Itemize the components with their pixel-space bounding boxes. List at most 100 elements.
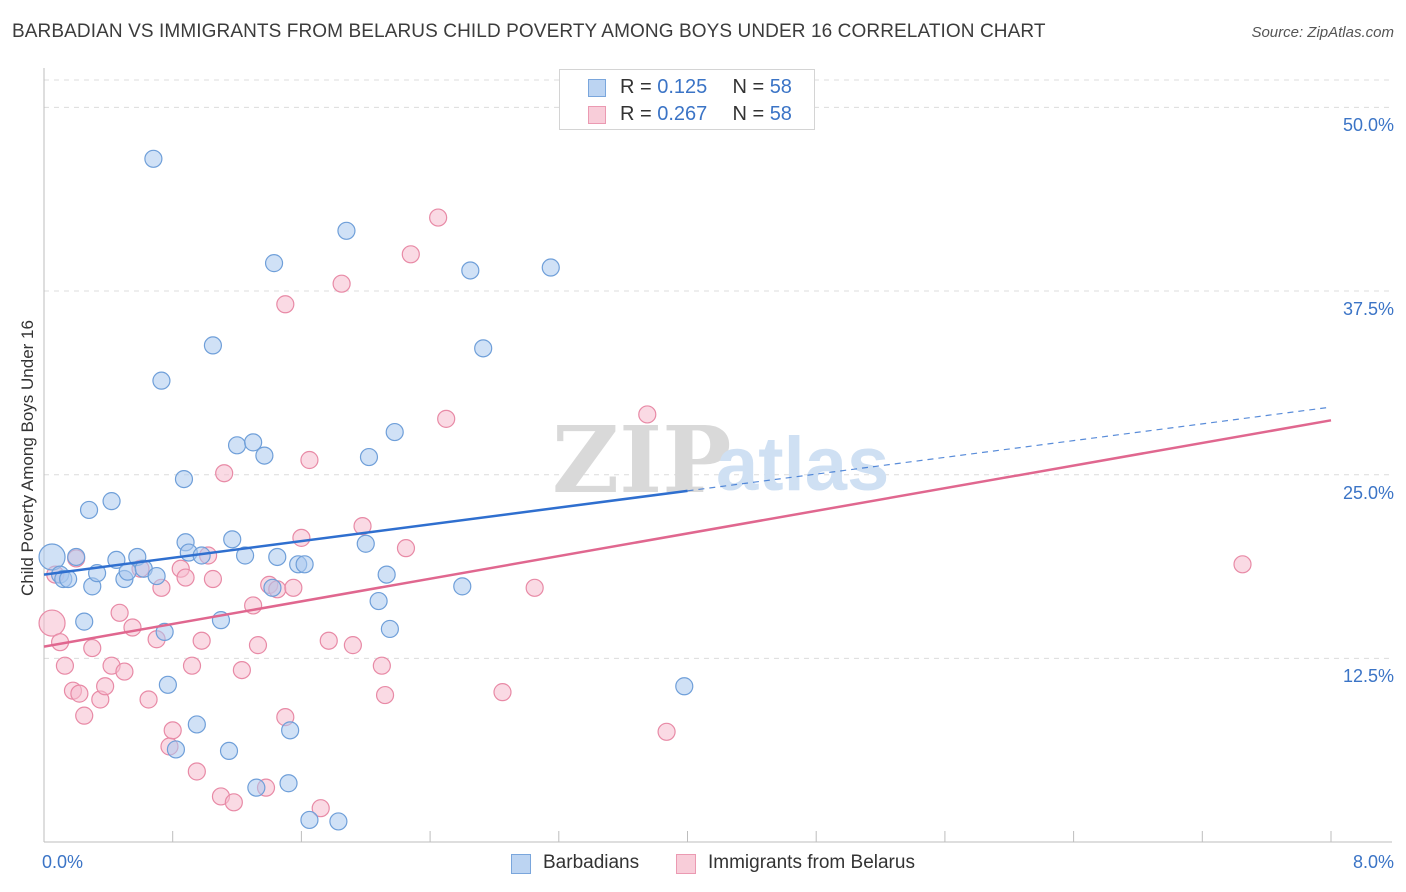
legend-label: Immigrants from Belarus: [708, 852, 915, 873]
y-tick-label: 25.0%: [1342, 482, 1394, 503]
legend-swatch-blue: [511, 854, 531, 874]
barbadian-point: [144, 149, 163, 168]
belarus-point: [276, 295, 295, 314]
belarus-point: [75, 706, 94, 725]
chart-title: BARBADIAN VS IMMIGRANTS FROM BELARUS CHI…: [12, 21, 1046, 42]
barbadian-point: [359, 447, 379, 467]
barbadian-point: [155, 622, 174, 642]
barbadian-point: [329, 812, 348, 831]
y-tick-label: 37.5%: [1342, 299, 1394, 320]
trend-lines: [43, 406, 1332, 648]
legend-swatch-blue: [588, 79, 606, 97]
belarus-point: [429, 208, 448, 227]
barbadian-point: [174, 470, 194, 489]
belarus-point: [224, 793, 243, 812]
legend-r-label: R =: [620, 76, 652, 98]
belarus-point: [232, 660, 251, 680]
barbadian-point: [255, 446, 274, 465]
belarus-point: [215, 464, 234, 483]
belarus-point: [83, 638, 102, 658]
x-tick-min: 0.0%: [42, 852, 84, 872]
belarus-point: [110, 603, 129, 622]
barbadian-point: [235, 546, 255, 565]
barbadian-point: [461, 261, 480, 280]
barbadian-point: [263, 578, 282, 597]
barbadian-point: [147, 566, 166, 586]
belarus-point: [638, 405, 657, 424]
source-credit: Source: ZipAtlas.com: [1251, 24, 1394, 41]
legend-r-value: 0.267: [657, 103, 708, 125]
barbadian-point: [295, 555, 314, 574]
trend-line-belarus: [43, 419, 1332, 648]
barbadian-point: [247, 778, 266, 797]
belarus-point: [248, 636, 268, 655]
barbadian-point: [264, 254, 284, 273]
barbadian-point: [223, 530, 242, 549]
belarus-point: [372, 656, 391, 675]
belarus-point: [139, 690, 158, 709]
y-tick-label: 12.5%: [1342, 666, 1394, 687]
belarus-point: [292, 528, 311, 547]
barbadian-point: [369, 591, 388, 611]
barbadian-point: [337, 221, 356, 240]
correlation-legend: R = 0.125 N = 58 R = 0.267 N = 58: [559, 69, 815, 130]
barbadian-point: [268, 547, 287, 567]
barbadian-point: [38, 543, 66, 571]
barbadian-point: [203, 336, 223, 355]
barbadian-point: [474, 339, 493, 358]
barbadian-point: [281, 721, 300, 740]
belarus-point: [115, 662, 134, 681]
belarus-point: [192, 631, 211, 650]
belarus-point: [353, 517, 372, 536]
barbadian-point: [67, 547, 86, 567]
belarus-point: [343, 636, 362, 655]
barbadian-point: [187, 715, 206, 734]
barbadian-point: [380, 619, 399, 639]
belarus-point: [163, 721, 182, 740]
belarus-point: [1233, 555, 1252, 574]
watermark-atlas: atlas: [716, 422, 889, 507]
belarus-point: [396, 539, 416, 558]
axes: [43, 68, 1392, 843]
series-immigrants-from-belarus: [38, 208, 1252, 818]
legend-r-label: R =: [620, 103, 652, 125]
y-tick-label: 50.0%: [1342, 115, 1394, 136]
belarus-point: [311, 799, 330, 818]
barbadian-point: [244, 433, 263, 452]
belarus-point: [187, 762, 206, 781]
belarus-point: [96, 677, 115, 696]
barbadian-point: [385, 422, 404, 442]
barbadian-point: [158, 675, 177, 694]
belarus-point: [375, 685, 395, 705]
belarus-point: [319, 631, 338, 650]
barbadian-point: [300, 810, 319, 830]
barbadian-point: [356, 534, 375, 553]
belarus-point: [203, 569, 223, 589]
x-tick-max: 8.0%: [1352, 852, 1394, 872]
barbadian-point: [377, 565, 396, 584]
belarus-point: [38, 609, 66, 637]
belarus-point: [300, 450, 319, 470]
legend-swatch-pink: [676, 854, 696, 874]
barbadian-point: [219, 741, 239, 761]
legend-label: Barbadians: [543, 852, 640, 873]
legend-n-label: N =: [732, 103, 765, 125]
barbadian-point: [102, 492, 121, 511]
trend-line-barbadians-extension: [687, 406, 1332, 492]
belarus-point: [401, 245, 420, 264]
belarus-point: [176, 568, 195, 587]
belarus-point: [525, 578, 544, 597]
legend-r-value: 0.125: [657, 76, 708, 98]
belarus-point: [284, 578, 303, 597]
legend-n-value: 58: [769, 103, 792, 125]
belarus-point: [332, 274, 351, 293]
belarus-point: [70, 684, 89, 703]
belarus-point: [493, 683, 512, 702]
barbadian-point: [166, 740, 186, 759]
belarus-point: [657, 722, 676, 741]
barbadian-point: [541, 258, 560, 277]
trend-line-barbadians: [43, 489, 688, 576]
belarus-point: [55, 656, 75, 675]
legend-swatch-pink: [588, 106, 606, 124]
